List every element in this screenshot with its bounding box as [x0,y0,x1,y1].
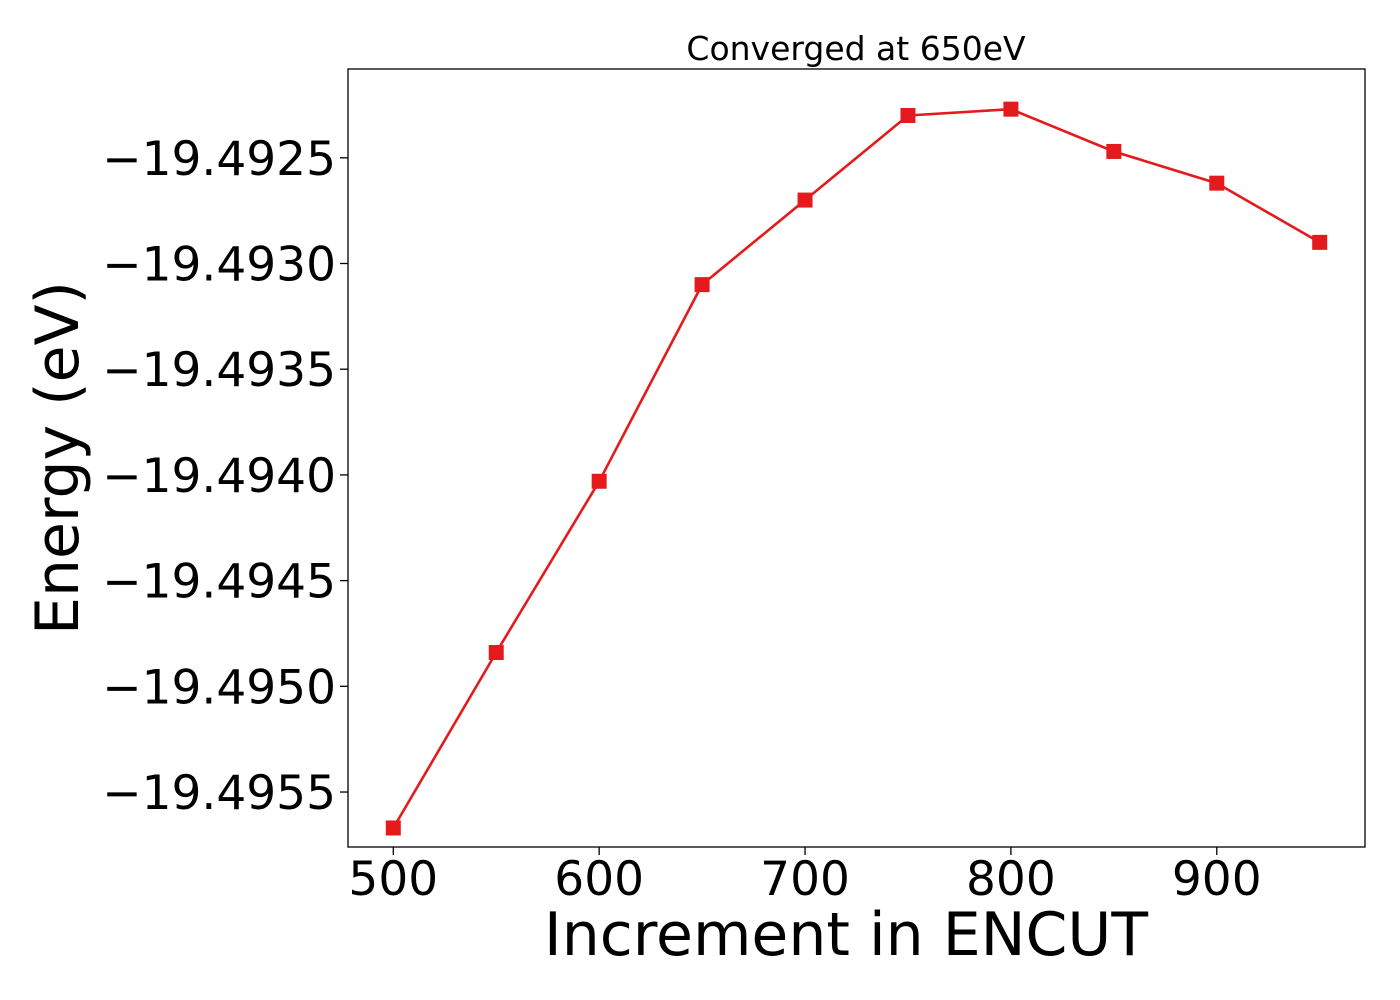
data-point-marker [900,108,916,124]
y-tick-label: −19.4955 [102,766,336,821]
chart-title: Converged at 650eV [686,29,1026,68]
data-point-marker [385,820,401,836]
x-tick-label: 800 [966,852,1056,907]
data-point-marker [1312,234,1328,250]
x-tick-label: 900 [1172,852,1262,907]
y-axis-ticks: −19.4955 −19.4950 −19.4945 −19.4940 −19.4935… [102,132,348,821]
y-tick-label: −19.4925 [102,132,336,187]
data-point-marker [694,277,710,293]
x-tick-label: 600 [554,852,644,907]
y-tick-label: −19.4950 [102,660,336,715]
data-point-marker [1106,143,1122,159]
y-tick-label: −19.4935 [102,343,336,398]
x-axis-label: Increment in ENCUT [544,900,1148,970]
series-line [392,107,1321,829]
data-point-marker [488,645,504,660]
y-tick-label: −19.4945 [102,555,336,610]
data-point-marker [1003,101,1019,117]
plot-area-frame [347,68,1366,848]
y-axis-label: Energy (eV) [23,281,93,635]
x-tick-label: 500 [348,852,438,907]
y-tick-label: −19.4930 [102,238,336,293]
x-axis-ticks: 500 600 700 800 900 [348,847,1262,907]
data-point-marker [591,473,607,489]
x-tick-label: 700 [760,852,850,907]
y-tick-label: −19.4940 [102,449,336,504]
data-point-marker [797,192,813,208]
series-group [385,101,1328,836]
data-point-marker [1209,175,1225,191]
